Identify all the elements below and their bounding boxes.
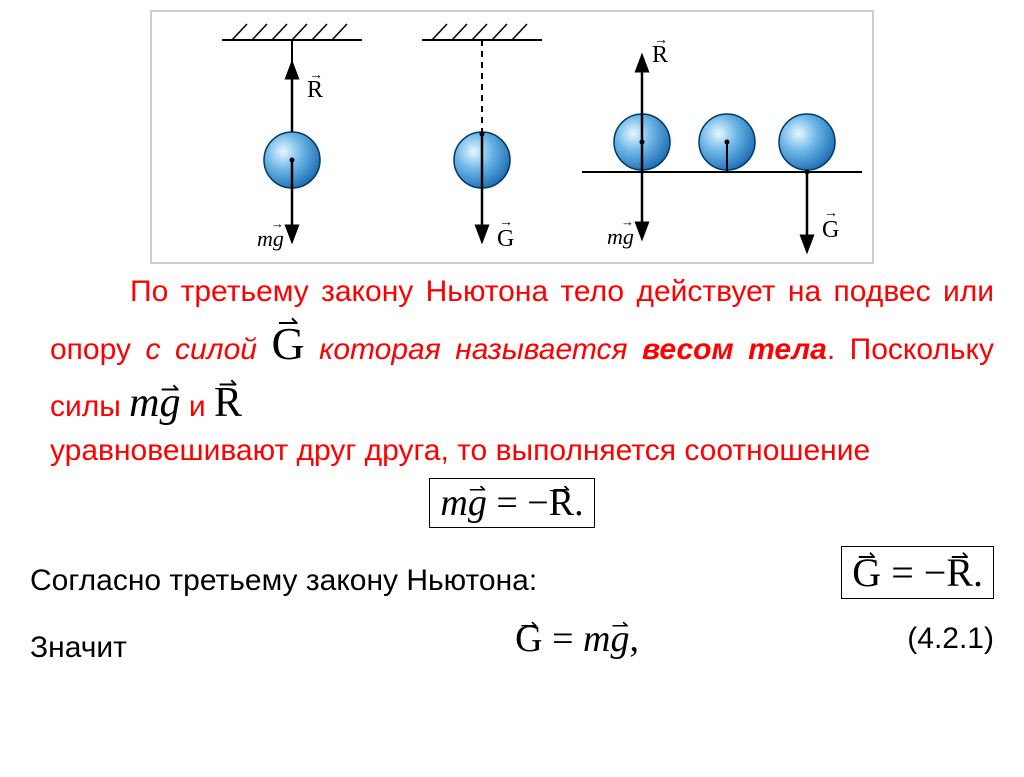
equation-mg-eq-neg-r: mg⇀ = −R⇀. [429, 478, 594, 528]
svg-text:→: → [309, 68, 323, 83]
p2-text: Согласно третьему закону Ньютона: [30, 564, 537, 598]
row-newton-third: Согласно третьему закону Ньютона: G⇀ = −… [0, 546, 1024, 599]
row-result: Значит G⇀ = mg⇀, (4.2.1) [0, 613, 1024, 665]
p1-text-c: которая называется [319, 333, 642, 366]
equation-1-row: mg⇀ = −R⇀. [0, 478, 1024, 528]
svg-text:→: → [621, 214, 634, 229]
symbol-g-vector: ⇀G [271, 313, 304, 375]
equation-g-eq-mg: G⇀ = mg⇀, [515, 617, 639, 661]
svg-text:→: → [654, 33, 668, 48]
panel-surface: R → mg → G → [582, 33, 862, 249]
p1-text-d: весом тела [642, 333, 827, 366]
svg-text:→: → [499, 215, 513, 230]
diagram-area: R → mg → G → [150, 10, 874, 264]
p3-text: Значит [30, 631, 127, 665]
symbol-mg-vector: mg⇀ [129, 375, 180, 432]
equation-number: (4.2.1) [907, 622, 994, 656]
svg-text:→: → [824, 206, 838, 221]
symbol-r-vector: ⇀R [214, 375, 242, 432]
physics-diagram-svg: R → mg → G → [152, 12, 872, 262]
paragraph-newton-third-law: По третьему закону Ньютона тело действуе… [0, 272, 1024, 472]
svg-text:→: → [271, 216, 284, 231]
p1-text-b: с силой [145, 333, 271, 366]
panel-hanging-dashed: G → [422, 24, 542, 252]
equation-g-eq-neg-r: G⇀ = −R⇀. [841, 546, 994, 599]
p1-text-f: уравновешивают друг друга, то выполняетс… [50, 434, 870, 467]
panel-hanging-solid: R → mg → [222, 24, 362, 251]
p1-and: и [189, 390, 214, 423]
